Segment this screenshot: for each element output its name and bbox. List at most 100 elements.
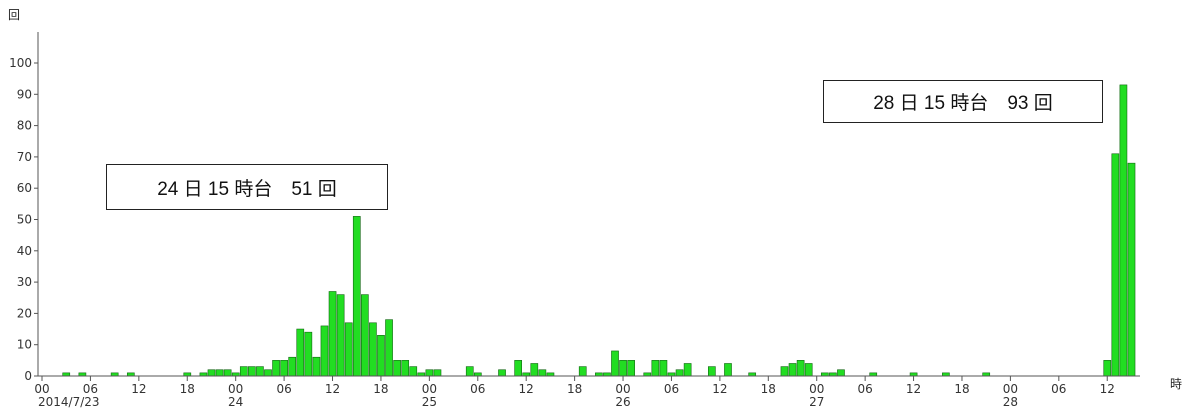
bar bbox=[514, 360, 523, 377]
bar bbox=[796, 360, 805, 377]
x-tick-label: 00 bbox=[1003, 382, 1018, 396]
x-tick-label: 00 bbox=[809, 382, 824, 396]
bar bbox=[401, 360, 410, 377]
x-tick-label: 18 bbox=[180, 382, 195, 396]
y-tick-label: 60 bbox=[17, 181, 32, 195]
bar bbox=[530, 363, 539, 377]
bar bbox=[578, 366, 587, 377]
bar bbox=[272, 360, 280, 377]
x-tick-label: 12 bbox=[1100, 382, 1115, 396]
x-date-label: 28 bbox=[1003, 395, 1018, 409]
x-tick-label: 12 bbox=[131, 382, 146, 396]
bar bbox=[207, 369, 216, 377]
x-tick-label: 18 bbox=[954, 382, 969, 396]
x-tick-label: 06 bbox=[276, 382, 291, 396]
x-tick-label: 12 bbox=[712, 382, 727, 396]
bar bbox=[352, 216, 361, 377]
y-tick-label: 50 bbox=[17, 213, 32, 227]
x-tick-label: 00 bbox=[228, 382, 243, 396]
x-tick-label: 18 bbox=[373, 382, 388, 396]
x-tick-label: 06 bbox=[664, 382, 679, 396]
bar bbox=[804, 363, 813, 377]
bar bbox=[215, 369, 224, 377]
bar bbox=[498, 369, 506, 377]
bar bbox=[248, 366, 256, 377]
bar bbox=[377, 335, 385, 377]
bar bbox=[304, 331, 313, 377]
y-axis-label: 回 bbox=[8, 8, 20, 22]
bar bbox=[264, 369, 272, 377]
x-tick-label: 06 bbox=[83, 382, 98, 396]
bar bbox=[659, 360, 668, 377]
x-date-label: 26 bbox=[615, 395, 630, 409]
bar bbox=[223, 369, 232, 377]
x-tick-label: 06 bbox=[1051, 382, 1066, 396]
bar bbox=[1127, 162, 1136, 377]
x-tick-label: 00 bbox=[422, 382, 437, 396]
y-tick-label: 80 bbox=[17, 119, 32, 133]
bar bbox=[675, 369, 684, 377]
x-tick-label: 00 bbox=[34, 382, 49, 396]
bar bbox=[1119, 84, 1128, 377]
bar bbox=[1103, 360, 1112, 377]
bar-series bbox=[62, 84, 1136, 377]
x-tick-label: 06 bbox=[470, 382, 485, 396]
y-tick-label: 40 bbox=[17, 244, 32, 258]
bar bbox=[627, 360, 635, 377]
bar bbox=[683, 363, 692, 377]
bar bbox=[344, 322, 353, 377]
x-date-label: 24 bbox=[228, 395, 243, 409]
bar bbox=[1111, 153, 1120, 377]
bar bbox=[409, 366, 418, 377]
bar bbox=[296, 328, 305, 377]
bar bbox=[433, 369, 442, 377]
bar bbox=[320, 325, 329, 377]
y-tick-label: 30 bbox=[17, 275, 32, 289]
x-date-label: 2014/7/23 bbox=[38, 395, 100, 409]
annotation-peak-28: 28 日 15 時台 93 回 bbox=[823, 80, 1103, 123]
y-tick-label: 90 bbox=[17, 87, 32, 101]
bar bbox=[611, 350, 619, 377]
annotation-peak-24: 24 日 15 時台 51 回 bbox=[106, 164, 388, 210]
x-tick-label: 12 bbox=[325, 382, 340, 396]
bar bbox=[280, 360, 288, 377]
x-date-label: 25 bbox=[422, 395, 437, 409]
x-tick-label: 12 bbox=[906, 382, 921, 396]
y-tick-label: 10 bbox=[17, 338, 32, 352]
bar bbox=[724, 363, 732, 377]
bar bbox=[708, 366, 716, 377]
x-axis-label: 時 bbox=[1170, 377, 1182, 391]
bar bbox=[360, 294, 369, 377]
y-tick-label: 20 bbox=[17, 306, 32, 320]
bar bbox=[256, 366, 264, 377]
bar bbox=[239, 366, 248, 377]
bar bbox=[619, 360, 627, 377]
bar bbox=[465, 366, 474, 377]
bar bbox=[780, 366, 789, 377]
bar bbox=[288, 356, 297, 377]
bar bbox=[788, 363, 797, 377]
bar bbox=[538, 369, 547, 377]
y-tick-label: 0 bbox=[24, 369, 32, 383]
bar bbox=[369, 322, 377, 377]
bar bbox=[837, 369, 845, 377]
bar bbox=[336, 294, 345, 377]
x-tick-label: 18 bbox=[761, 382, 776, 396]
y-tick-label: 70 bbox=[17, 150, 32, 164]
bar bbox=[312, 356, 321, 377]
x-tick-label: 12 bbox=[519, 382, 534, 396]
x-date-label: 27 bbox=[809, 395, 824, 409]
y-tick-label: 100 bbox=[9, 56, 32, 70]
x-tick-label: 18 bbox=[567, 382, 582, 396]
x-tick-label: 06 bbox=[857, 382, 872, 396]
axes bbox=[37, 32, 1140, 377]
y-axis-ticks: 0 10 20 30 40 50 60 70 80 90 100 bbox=[9, 56, 38, 383]
bar bbox=[651, 360, 660, 377]
bar bbox=[328, 291, 337, 377]
bar bbox=[393, 360, 401, 377]
bar bbox=[385, 319, 393, 377]
bar bbox=[425, 369, 434, 377]
x-tick-label: 00 bbox=[615, 382, 630, 396]
